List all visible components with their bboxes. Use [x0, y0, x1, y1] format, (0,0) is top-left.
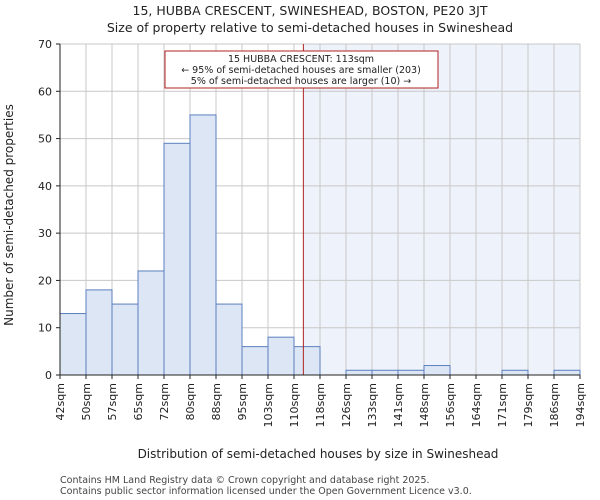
x-axis-label: Distribution of semi-detached houses by … [138, 447, 499, 461]
x-tick-label: 50sqm [80, 383, 93, 420]
y-axis-label: Number of semi-detached properties [2, 104, 16, 326]
y-tick-label: 10 [38, 322, 52, 335]
bar [345, 369, 373, 376]
bar [111, 303, 139, 376]
x-tick-label: 110sqm [288, 383, 301, 427]
x-tick-label: 194sqm [574, 383, 587, 427]
bar [267, 336, 295, 376]
bar [85, 289, 113, 376]
x-tick-label: 118sqm [314, 383, 327, 427]
x-tick-label: 179sqm [522, 383, 535, 427]
x-tick-label: 126sqm [340, 383, 353, 427]
y-tick-label: 20 [38, 274, 52, 287]
bar [423, 365, 451, 376]
x-tick-label: 171sqm [496, 383, 509, 427]
y-tick-label: 50 [38, 133, 52, 146]
bar [553, 369, 581, 376]
x-tick-label: 88sqm [210, 383, 223, 420]
bar [293, 346, 321, 376]
x-tick-label: 141sqm [392, 383, 405, 427]
annotation-box [164, 50, 439, 89]
bar [501, 369, 529, 376]
annotation-line-3: 5% of semi-detached houses are larger (1… [191, 76, 411, 87]
x-tick-label: 65sqm [132, 383, 145, 420]
y-tick-label: 60 [38, 85, 52, 98]
x-tick-label: 57sqm [106, 383, 119, 420]
x-tick-label: 148sqm [418, 383, 431, 427]
x-tick-label: 133sqm [366, 383, 379, 427]
bar [215, 303, 243, 376]
annotation-line-1: 15 HUBBA CRESCENT: 113sqm [228, 54, 374, 65]
plot-area: 0 10 20 30 40 50 60 70 42sqm 50sqm 57sqm 65sqm 72sqm… [38, 38, 587, 427]
y-tick-label: 40 [38, 180, 52, 193]
bar [397, 369, 425, 376]
x-tick-label: 156sqm [444, 383, 457, 427]
chart-subtitle: Size of property relative to semi-detach… [107, 20, 513, 35]
bar [241, 346, 269, 376]
chart-title: 15, HUBBA CRESCENT, SWINESHEAD, BOSTON, … [133, 3, 488, 18]
x-tick-label: 164sqm [470, 383, 483, 427]
x-tick-label: 103sqm [262, 383, 275, 427]
x-tick-label: 95sqm [236, 383, 249, 420]
y-tick-label: 70 [38, 38, 52, 51]
bar [137, 270, 165, 376]
x-tick-label: 80sqm [184, 383, 197, 420]
x-tick-label: 42sqm [54, 383, 67, 420]
y-tick-label: 0 [45, 369, 52, 382]
footer-line-2: Contains public sector information licen… [60, 486, 472, 497]
bar [163, 142, 191, 376]
annotation-line-2: ← 95% of semi-detached houses are smalle… [181, 65, 421, 76]
y-tick-label: 30 [38, 227, 52, 240]
bar [189, 114, 217, 376]
x-tick-label: 72sqm [158, 383, 171, 420]
bar [59, 313, 87, 376]
highlight-region [303, 44, 580, 375]
bar [371, 369, 399, 376]
footer-line-1: Contains HM Land Registry data © Crown c… [60, 475, 430, 486]
x-tick-label: 186sqm [548, 383, 561, 427]
